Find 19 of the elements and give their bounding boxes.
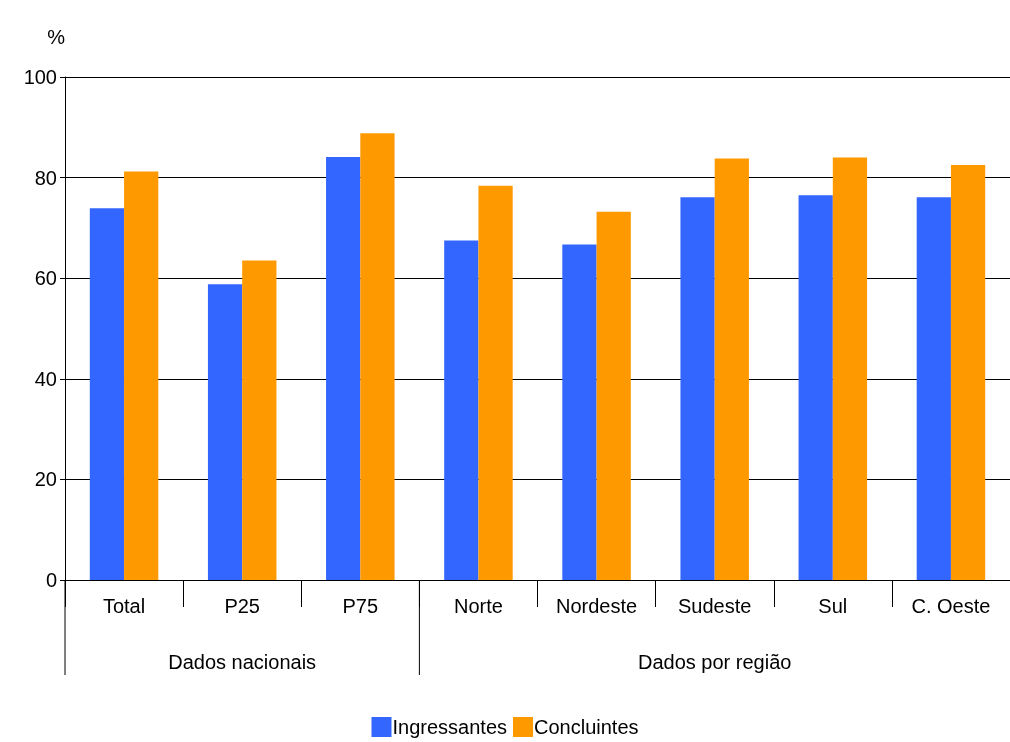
x-tick-label: Total [102,595,146,617]
x-tick-label: C. Oeste [911,595,991,617]
y-tick-label: 0 [45,569,57,591]
text: Dados nacionais [168,651,317,673]
x-tick-label: Sul [818,595,848,617]
x-tick-label: Nordeste [555,595,638,617]
legend-label: Concluintes [534,716,639,738]
y-tick-label: 40 [34,367,57,390]
text: Dados por região [637,651,792,673]
y-tick-label: 60 [34,267,57,290]
y-tick-label: 80 [34,166,57,189]
x-tick-label: Norte [453,595,503,617]
legend-label: Ingressantes [392,716,508,738]
x-tick-label: Sudeste [677,595,752,617]
y-axis-title: % [47,26,66,48]
x-tick-label: P25 [224,595,260,617]
y-tick-label: 100 [23,66,57,88]
x-tick-label: P75 [342,595,379,617]
y-tick-label: 20 [34,468,57,491]
